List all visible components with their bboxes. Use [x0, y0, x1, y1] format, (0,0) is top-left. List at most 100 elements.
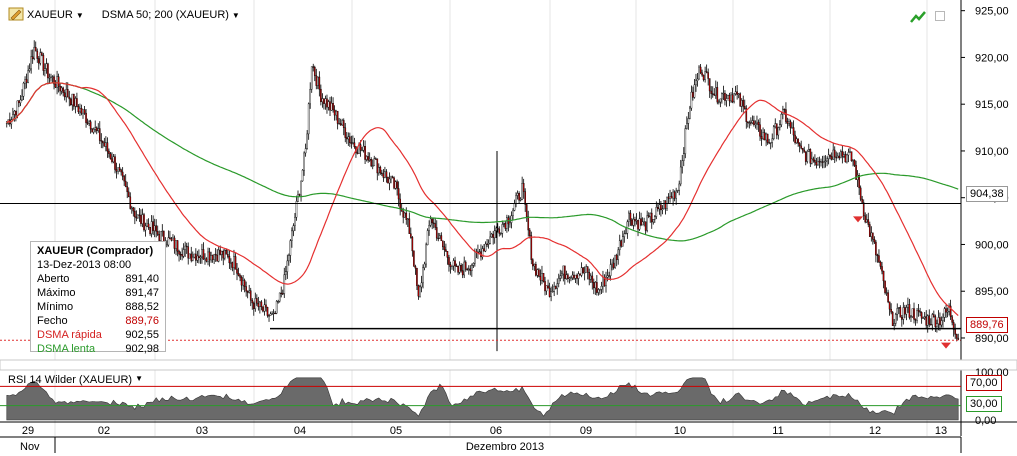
candle	[425, 244, 427, 265]
candle	[759, 124, 761, 137]
candle	[33, 46, 36, 60]
candle	[574, 274, 577, 279]
candle	[509, 222, 511, 225]
candle	[402, 211, 405, 218]
candle	[777, 127, 780, 136]
infobox-row: Mínimo 888,52	[37, 300, 165, 314]
candle	[489, 236, 491, 244]
candle	[365, 156, 368, 160]
candle	[926, 315, 929, 326]
candle	[242, 280, 244, 286]
ohlc-info-box: XAUEUR (Comprador) 13-Dez-2013 08:00 Abe…	[30, 241, 166, 355]
candle	[809, 149, 812, 164]
candle	[22, 82, 25, 97]
candle	[679, 166, 682, 185]
candle	[588, 272, 591, 280]
candle	[30, 56, 32, 70]
candle	[336, 110, 339, 124]
candle	[954, 329, 956, 335]
candle	[13, 110, 16, 115]
symbol-selector[interactable]: XAUEUR ▼	[8, 7, 84, 24]
candle	[135, 216, 138, 219]
price-tick-label: 915,00	[975, 99, 1009, 111]
candle	[806, 151, 809, 162]
candle	[518, 193, 520, 201]
candle	[609, 264, 612, 276]
candle	[594, 282, 597, 289]
candle	[315, 75, 318, 86]
candle	[225, 249, 228, 255]
candle	[187, 246, 190, 259]
symbol-label: XAUEUR	[27, 9, 73, 21]
candle	[551, 291, 554, 293]
candle	[873, 238, 876, 243]
day-label: 06	[490, 425, 502, 437]
price-tick-label: 920,00	[975, 52, 1009, 64]
candle	[853, 160, 856, 166]
pane-separator[interactable]	[0, 359, 1017, 371]
candle	[45, 63, 48, 69]
candle	[109, 153, 112, 160]
candle	[931, 314, 934, 325]
candle	[484, 243, 487, 252]
candle	[387, 177, 389, 184]
candle	[201, 249, 203, 258]
candle	[438, 235, 441, 239]
candle	[173, 237, 176, 249]
candle	[602, 277, 604, 287]
candle	[458, 264, 461, 273]
price-tick-label: 890,00	[975, 333, 1009, 345]
candle	[118, 167, 121, 171]
candle	[227, 254, 229, 257]
candle	[359, 144, 362, 151]
candle	[175, 240, 177, 249]
candle	[15, 110, 17, 116]
candle	[74, 98, 77, 107]
candle	[60, 87, 63, 92]
candle	[127, 191, 130, 198]
rsi-indicator-selector[interactable]: RSI 14 Wilder (XAUEUR) ▼	[8, 374, 143, 386]
candle	[103, 142, 106, 147]
candle	[166, 244, 168, 247]
candle	[678, 183, 681, 191]
candle	[338, 123, 340, 125]
candle	[538, 269, 540, 277]
candle	[699, 66, 702, 74]
candle	[382, 173, 385, 178]
candle	[765, 133, 767, 141]
candle	[891, 311, 894, 326]
candle	[222, 250, 225, 259]
candle	[303, 152, 305, 171]
candle	[620, 240, 623, 247]
price-tick-label: 900,00	[975, 239, 1009, 251]
candle	[423, 263, 426, 268]
candle	[434, 223, 437, 228]
candle	[870, 232, 873, 237]
candle	[629, 212, 632, 221]
candle	[352, 142, 354, 144]
candle	[835, 156, 838, 159]
candle	[230, 262, 232, 264]
restore-icon[interactable]	[935, 11, 945, 21]
candle	[779, 124, 781, 128]
candle	[335, 110, 337, 116]
candle	[901, 316, 903, 320]
candle	[185, 245, 188, 248]
month-label: Dezembro 2013	[466, 441, 544, 453]
candle	[231, 262, 234, 268]
candle	[528, 229, 531, 236]
candle	[527, 216, 530, 231]
candle	[295, 201, 298, 218]
candle	[667, 196, 670, 199]
candle	[522, 183, 525, 192]
trend-icon[interactable]	[910, 10, 926, 27]
candle	[349, 136, 351, 143]
indicator-selector[interactable]: DSMA 50; 200 (XAUEUR) ▼	[102, 9, 240, 21]
candle	[733, 93, 735, 103]
candle	[727, 95, 729, 99]
candle	[95, 127, 98, 131]
infobox-row: Aberto 891,40	[37, 272, 165, 286]
candle	[451, 265, 453, 267]
